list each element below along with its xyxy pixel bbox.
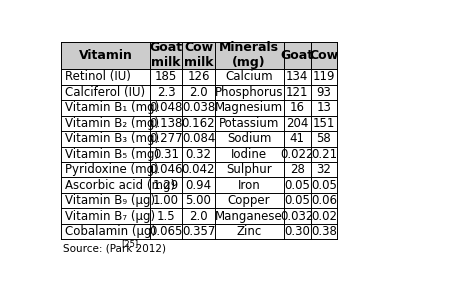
Text: 13: 13 xyxy=(317,101,331,114)
Text: 0.05: 0.05 xyxy=(284,194,310,207)
Text: 0.30: 0.30 xyxy=(284,225,310,238)
Text: Minerals
(mg): Minerals (mg) xyxy=(219,41,279,70)
Text: Vitamin B₂ (mg): Vitamin B₂ (mg) xyxy=(65,117,159,130)
Text: 0.046: 0.046 xyxy=(149,163,183,176)
Text: 0.357: 0.357 xyxy=(182,225,215,238)
Text: 93: 93 xyxy=(317,86,331,99)
Text: Manganese: Manganese xyxy=(215,210,283,223)
Text: Iron: Iron xyxy=(238,179,261,192)
Text: 0.038: 0.038 xyxy=(182,101,215,114)
Text: 0.06: 0.06 xyxy=(311,194,337,207)
Text: Cow
milk: Cow milk xyxy=(184,41,213,70)
Text: Copper: Copper xyxy=(228,194,271,207)
Text: 0.277: 0.277 xyxy=(149,132,183,145)
Text: Goat: Goat xyxy=(281,49,314,62)
Text: 0.138: 0.138 xyxy=(149,117,183,130)
Text: [25]: [25] xyxy=(121,239,138,248)
Text: 5.00: 5.00 xyxy=(185,194,211,207)
Text: 0.38: 0.38 xyxy=(311,225,337,238)
Text: 0.032: 0.032 xyxy=(281,210,314,223)
Text: Vitamin B₉ (μg): Vitamin B₉ (μg) xyxy=(65,194,155,207)
Text: 1.5: 1.5 xyxy=(157,210,175,223)
Text: Iodine: Iodine xyxy=(231,148,267,161)
Text: 0.05: 0.05 xyxy=(311,179,337,192)
Text: 16: 16 xyxy=(290,101,305,114)
Text: Phosphorus: Phosphorus xyxy=(215,86,283,99)
Text: Vitamin B₁ (mg): Vitamin B₁ (mg) xyxy=(65,101,159,114)
Text: Potassium: Potassium xyxy=(219,117,279,130)
Bar xyxy=(61,42,337,69)
Text: Vitamin B₇ (μg): Vitamin B₇ (μg) xyxy=(65,210,155,223)
Text: Magnesium: Magnesium xyxy=(215,101,283,114)
Text: 0.31: 0.31 xyxy=(153,148,179,161)
Text: 134: 134 xyxy=(286,70,308,84)
Text: 0.94: 0.94 xyxy=(185,179,211,192)
Text: 2.3: 2.3 xyxy=(157,86,175,99)
Text: Vitamin B₃ (mg): Vitamin B₃ (mg) xyxy=(65,132,159,145)
Text: Calciferol (IU): Calciferol (IU) xyxy=(65,86,145,99)
Text: Retinol (IU): Retinol (IU) xyxy=(65,70,131,84)
Text: Sulphur: Sulphur xyxy=(226,163,272,176)
Text: 121: 121 xyxy=(286,86,309,99)
Text: 0.162: 0.162 xyxy=(182,117,215,130)
Text: 58: 58 xyxy=(317,132,331,145)
Text: 0.32: 0.32 xyxy=(185,148,211,161)
Text: Calcium: Calcium xyxy=(225,70,273,84)
Text: 204: 204 xyxy=(286,117,308,130)
Text: Vitamin: Vitamin xyxy=(79,49,132,62)
Text: Cobalamin (μg): Cobalamin (μg) xyxy=(65,225,156,238)
Text: Pyridoxine (mg): Pyridoxine (mg) xyxy=(65,163,158,176)
Text: 1.29: 1.29 xyxy=(153,179,179,192)
Text: 0.02: 0.02 xyxy=(311,210,337,223)
Text: 28: 28 xyxy=(290,163,305,176)
Text: Source: (Park 2012): Source: (Park 2012) xyxy=(63,243,169,253)
Text: 0.21: 0.21 xyxy=(311,148,337,161)
Text: 126: 126 xyxy=(187,70,210,84)
Text: 0.05: 0.05 xyxy=(284,179,310,192)
Text: 1.00: 1.00 xyxy=(153,194,179,207)
Text: 0.048: 0.048 xyxy=(149,101,183,114)
Text: Cow: Cow xyxy=(310,49,338,62)
Text: Zinc: Zinc xyxy=(237,225,262,238)
Text: 0.084: 0.084 xyxy=(182,132,215,145)
Text: 0.042: 0.042 xyxy=(182,163,215,176)
Text: Vitamin B₅ (mg): Vitamin B₅ (mg) xyxy=(65,148,159,161)
Text: 151: 151 xyxy=(313,117,335,130)
Text: 185: 185 xyxy=(155,70,177,84)
Text: 119: 119 xyxy=(313,70,335,84)
Text: Goat
milk: Goat milk xyxy=(150,41,182,70)
Text: 0.065: 0.065 xyxy=(149,225,183,238)
Text: Sodium: Sodium xyxy=(227,132,271,145)
Text: Ascorbic acid (mg): Ascorbic acid (mg) xyxy=(65,179,175,192)
Text: 2.0: 2.0 xyxy=(189,86,208,99)
Text: 41: 41 xyxy=(290,132,305,145)
Text: 0.022: 0.022 xyxy=(280,148,314,161)
Text: 2.0: 2.0 xyxy=(189,210,208,223)
Text: 32: 32 xyxy=(317,163,331,176)
Bar xyxy=(61,42,337,239)
